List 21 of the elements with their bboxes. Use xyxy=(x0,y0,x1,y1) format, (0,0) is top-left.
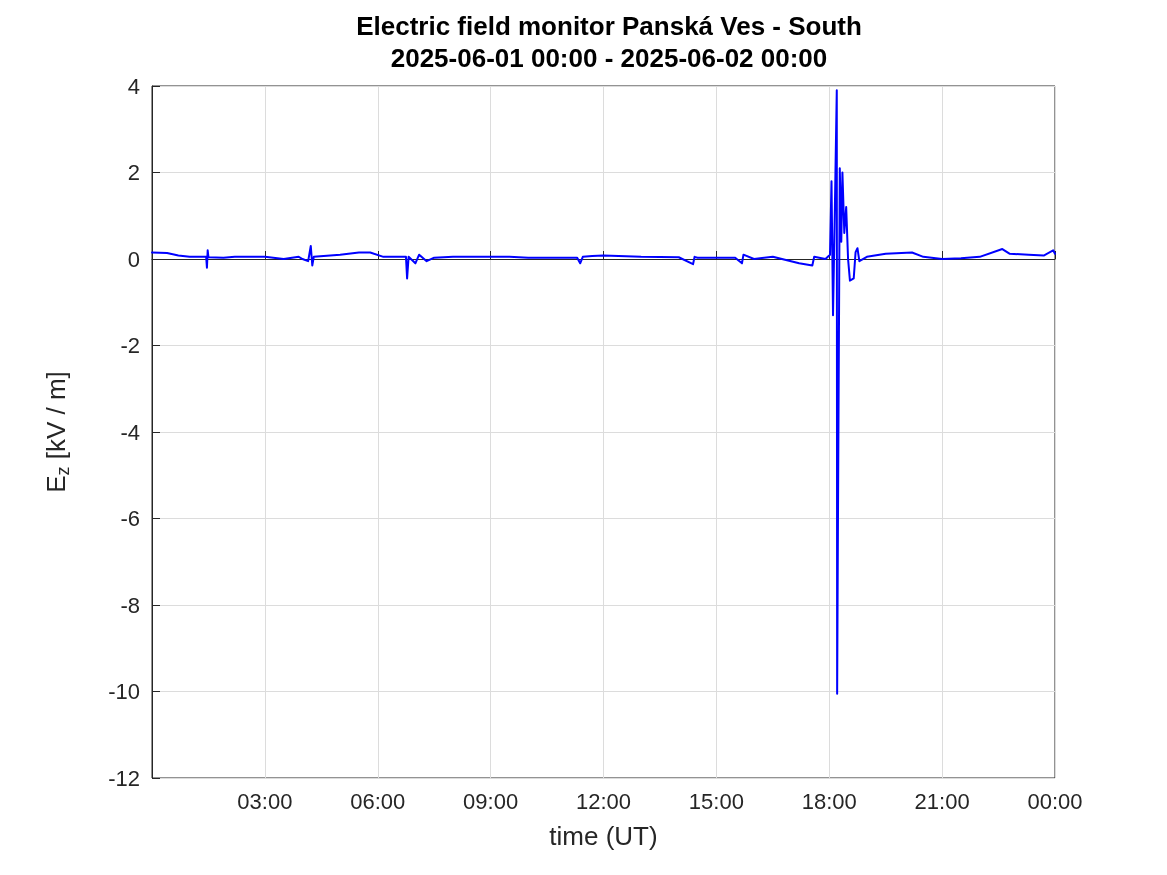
chart-subtitle: 2025-06-01 00:00 - 2025-06-02 00:00 xyxy=(390,43,828,73)
x-axis-title: time (UT) xyxy=(549,821,658,851)
x-tick-label: 03:00 xyxy=(237,788,293,814)
x-tick-label: 21:00 xyxy=(914,788,970,814)
y-tick-label: 2 xyxy=(127,160,140,185)
y-tick-label: 0 xyxy=(127,246,140,272)
y-axis-title: Ez [kV / m] xyxy=(41,371,73,493)
y-tick-label: -8 xyxy=(120,592,140,618)
x-tick-label: 12:00 xyxy=(575,788,632,814)
y-tick-label: -10 xyxy=(108,679,140,704)
x-tick-label: 15:00 xyxy=(688,788,744,814)
x-tick-label: 18:00 xyxy=(801,788,857,814)
chart-title: Electric field monitor Panská Ves - South xyxy=(356,11,862,41)
y-tick-label: 4 xyxy=(127,73,140,99)
x-tick-label: 00:00 xyxy=(1027,788,1083,814)
y-tick-label: -6 xyxy=(120,506,140,531)
y-tick-label: -12 xyxy=(108,765,140,791)
x-tick-label: 09:00 xyxy=(463,788,519,814)
y-tick-label: -4 xyxy=(120,419,140,445)
y-tick-label: -2 xyxy=(120,333,140,358)
x-tick-label: 06:00 xyxy=(350,788,406,814)
